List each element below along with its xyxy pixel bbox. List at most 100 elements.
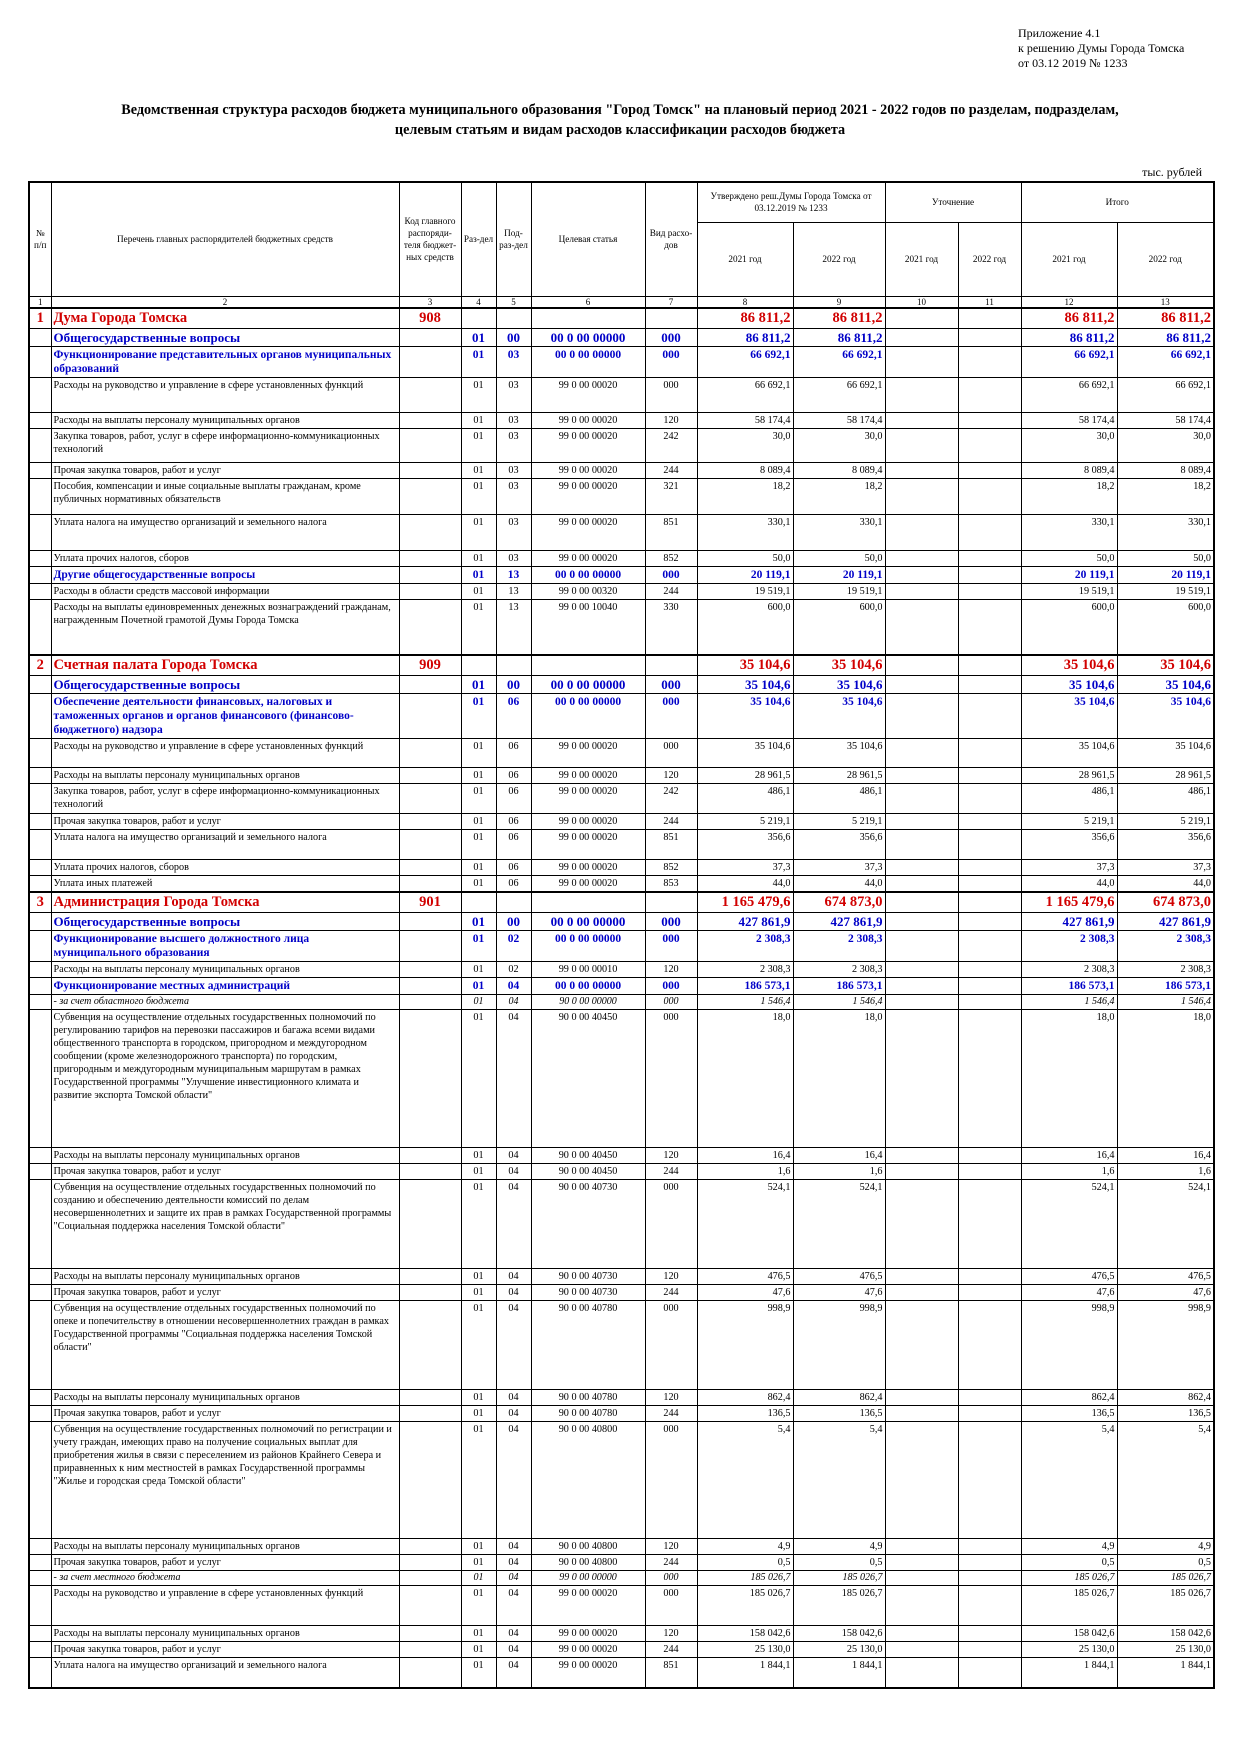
row-name: Расходы в области средств массовой инфор… bbox=[50, 582, 400, 600]
row-total-2021: 50,0 bbox=[1020, 549, 1118, 567]
row-approved-2021: 86 811,2 bbox=[696, 306, 794, 329]
row-total-2022: 35 104,6 bbox=[1116, 675, 1215, 694]
table-row: Общегосударственные вопросы 01 00 00 0 00 0… bbox=[28, 327, 1215, 347]
row-total-2022: 524,1 bbox=[1116, 1179, 1215, 1269]
row-razdel: 01 bbox=[460, 327, 497, 347]
row-total-2022: 66 692,1 bbox=[1116, 376, 1215, 413]
row-total-2022: 35 104,6 bbox=[1116, 693, 1215, 739]
row-manager-code bbox=[398, 829, 462, 860]
row-approved-2021: 28 961,5 bbox=[696, 767, 794, 784]
column-index: 12 bbox=[1020, 295, 1118, 308]
row-manager-code bbox=[398, 1147, 462, 1164]
row-expense-type: 244 bbox=[644, 813, 698, 830]
column-index: 4 bbox=[460, 295, 497, 308]
row-approved-2021: 66 692,1 bbox=[696, 345, 794, 378]
row-manager-code bbox=[398, 1570, 462, 1586]
row-number bbox=[28, 1641, 52, 1658]
row-razdel bbox=[460, 654, 497, 676]
row-manager-code bbox=[398, 767, 462, 784]
row-clarification-2022 bbox=[957, 598, 1022, 656]
header-name: Перечень главных распорядителей бюджетны… bbox=[50, 181, 400, 297]
row-total-2022: 1 844,1 bbox=[1116, 1657, 1215, 1688]
row-approved-2022: 58 174,4 bbox=[792, 411, 886, 429]
row-clarification-2022 bbox=[957, 859, 1022, 876]
row-razdel: 01 bbox=[460, 994, 497, 1010]
row-name: Прочая закупка товаров, работ и услуг bbox=[50, 1284, 400, 1301]
header-razdel: Раз-дел bbox=[460, 181, 497, 297]
row-approved-2022: 136,5 bbox=[792, 1405, 886, 1422]
row-total-2021: 8 089,4 bbox=[1020, 461, 1118, 479]
row-total-2021: 600,0 bbox=[1020, 598, 1118, 656]
column-index: 13 bbox=[1116, 295, 1215, 308]
table-row: Прочая закупка товаров, работ и услуг 01 0… bbox=[28, 1641, 1215, 1658]
header-code: Код главного распоряди-теля бюджет-ных с… bbox=[398, 181, 462, 297]
row-number bbox=[28, 1405, 52, 1422]
row-target-article: 99 0 00 00020 bbox=[530, 1625, 646, 1642]
row-total-2022: 66 692,1 bbox=[1116, 345, 1215, 378]
row-approved-2022: 185 026,7 bbox=[792, 1585, 886, 1626]
row-expense-type bbox=[644, 654, 698, 676]
table-body: 1 Дума Города Томска 908 86 811,2 86 811,2 86… bbox=[28, 306, 1215, 1688]
row-total-2021: 35 104,6 bbox=[1020, 675, 1118, 694]
row-name: Уплата налога на имущество организаций и… bbox=[50, 1657, 400, 1688]
appendix-line-1: Приложение 4.1 bbox=[1018, 26, 1101, 40]
row-clarification-2021 bbox=[884, 930, 959, 962]
row-total-2021: 18,2 bbox=[1020, 477, 1118, 515]
row-manager-code bbox=[398, 1554, 462, 1571]
row-approved-2022: 330,1 bbox=[792, 513, 886, 551]
column-index: 7 bbox=[644, 295, 698, 308]
row-total-2021: 35 104,6 bbox=[1020, 738, 1118, 768]
row-approved-2022: 66 692,1 bbox=[792, 376, 886, 413]
row-target-article: 99 0 00 00010 bbox=[530, 961, 646, 978]
row-approved-2021: 47,6 bbox=[696, 1284, 794, 1301]
row-name: Прочая закупка товаров, работ и услуг bbox=[50, 1163, 400, 1180]
row-razdel: 01 bbox=[460, 829, 497, 860]
row-razdel: 01 bbox=[460, 1284, 497, 1301]
row-podrazdel: 00 bbox=[495, 327, 532, 347]
row-approved-2022: 44,0 bbox=[792, 875, 886, 893]
row-podrazdel: 03 bbox=[495, 345, 532, 378]
row-manager-code bbox=[398, 813, 462, 830]
row-total-2021: 862,4 bbox=[1020, 1389, 1118, 1406]
row-clarification-2021 bbox=[884, 1179, 959, 1269]
row-razdel: 01 bbox=[460, 513, 497, 551]
row-approved-2022: 1 844,1 bbox=[792, 1657, 886, 1688]
column-index: 5 bbox=[495, 295, 532, 308]
row-approved-2022: 30,0 bbox=[792, 427, 886, 463]
row-total-2022: 28 961,5 bbox=[1116, 767, 1215, 784]
appendix-line-2: к решению Думы Города Томска bbox=[1018, 41, 1185, 55]
row-clarification-2022 bbox=[957, 891, 1022, 913]
row-number bbox=[28, 582, 52, 600]
row-podrazdel: 02 bbox=[495, 961, 532, 978]
row-manager-code bbox=[398, 1009, 462, 1148]
row-manager-code bbox=[398, 376, 462, 413]
row-total-2021: 0,5 bbox=[1020, 1554, 1118, 1571]
row-clarification-2022 bbox=[957, 1147, 1022, 1164]
row-approved-2022: 2 308,3 bbox=[792, 930, 886, 962]
row-total-2021: 86 811,2 bbox=[1020, 306, 1118, 329]
row-name: Прочая закупка товаров, работ и услуг bbox=[50, 461, 400, 479]
row-total-2021: 25 130,0 bbox=[1020, 1641, 1118, 1658]
row-clarification-2022 bbox=[957, 1554, 1022, 1571]
row-approved-2022: 19 519,1 bbox=[792, 582, 886, 600]
row-razdel: 01 bbox=[460, 1554, 497, 1571]
appendix-note: Приложение 4.1 к решению Думы Города Том… bbox=[1018, 26, 1184, 71]
row-approved-2022: 50,0 bbox=[792, 549, 886, 567]
row-approved-2021: 158 042,6 bbox=[696, 1625, 794, 1642]
row-podrazdel: 04 bbox=[495, 1179, 532, 1269]
row-approved-2021: 185 026,7 bbox=[696, 1585, 794, 1626]
row-number bbox=[28, 461, 52, 479]
row-clarification-2022 bbox=[957, 783, 1022, 814]
row-target-article: 90 0 00 40780 bbox=[530, 1405, 646, 1422]
row-podrazdel: 03 bbox=[495, 411, 532, 429]
row-number bbox=[28, 994, 52, 1010]
row-clarification-2022 bbox=[957, 1570, 1022, 1586]
row-total-2021: 30,0 bbox=[1020, 427, 1118, 463]
row-total-2021: 185 026,7 bbox=[1020, 1570, 1118, 1586]
row-clarification-2021 bbox=[884, 1421, 959, 1539]
header-num: № п/п bbox=[28, 181, 52, 297]
row-name: Общегосударственные вопросы bbox=[50, 912, 400, 931]
row-razdel: 01 bbox=[460, 1300, 497, 1390]
row-target-article: 00 0 00 00000 bbox=[530, 675, 646, 694]
row-manager-code bbox=[398, 875, 462, 893]
